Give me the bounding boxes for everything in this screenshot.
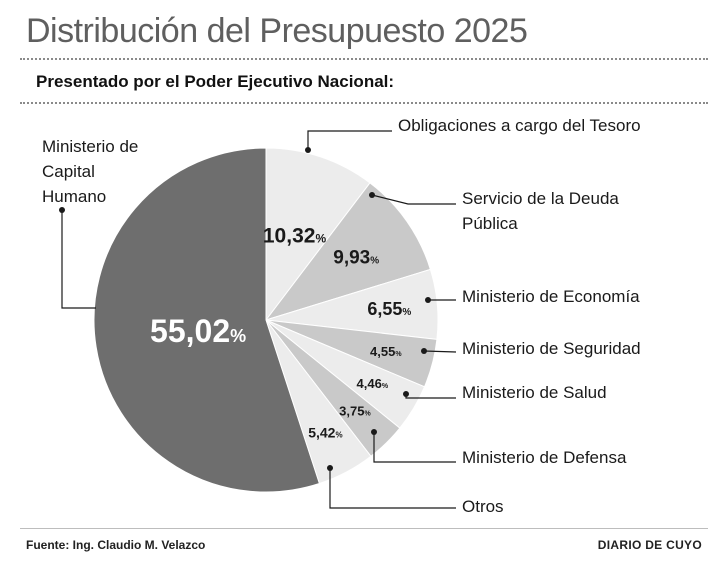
title-divider <box>20 58 708 60</box>
pie-chart: 10,32% 9,93% 6,55% 4,55% 4,46% 3,75% 5,42% 55,0… <box>42 116 641 516</box>
leader-dot-servicio-de-la-deuda-publica <box>369 192 375 198</box>
leader-dot-ministerio-de-defensa <box>371 429 377 435</box>
pie-percent-ministerio-de-economia: 6,55% <box>367 299 411 319</box>
category-label-servicio-de-la-deuda-publica: Servicio de la Deuda Pública <box>462 189 619 233</box>
pie-percent-ministerio-de-capital-humano: 55,02% <box>150 313 246 349</box>
leader-line-servicio-de-la-deuda-publica <box>371 194 456 205</box>
category-label-ministerio-de-capital-humano: Ministerio de Capital Humano <box>42 137 138 206</box>
publisher-brand: DIARIO DE CUYO <box>597 538 702 552</box>
pie-slices <box>93 147 439 493</box>
pie-slice-ministerio-de-capital-humano <box>93 147 320 493</box>
leader-line-otros <box>329 468 456 509</box>
pie-percent-labels: 10,32% 9,93% 6,55% 4,55% 4,46% 3,75% 5,42% 55,0… <box>150 225 411 441</box>
source-credit: Fuente: Ing. Claudio M. Velazco <box>26 538 206 552</box>
footer-divider <box>20 528 708 529</box>
leader-lines <box>59 130 457 509</box>
leader-line-ministerio-de-defensa <box>373 432 456 463</box>
pie-slice-obligaciones-a-cargo-del-tesoro <box>265 147 371 322</box>
leader-dot-obligaciones-a-cargo-del-tesoro <box>305 147 311 153</box>
leader-line-ministerio-de-capital-humano <box>61 210 96 309</box>
leader-dot-ministerio-de-capital-humano <box>59 207 65 213</box>
chart-subtitle: Presentado por el Poder Ejecutivo Nacion… <box>36 72 395 91</box>
leader-dot-ministerio-de-economia <box>425 297 431 303</box>
pie-slice-servicio-de-la-deuda-publica <box>264 182 432 321</box>
category-label-obligaciones-a-cargo-del-tesoro: Obligaciones a cargo del Tesoro <box>398 116 641 135</box>
leader-line-ministerio-de-seguridad <box>423 350 457 353</box>
category-label-ministerio-de-defensa: Ministerio de Defensa <box>462 448 627 467</box>
category-label-otros: Otros <box>462 497 504 516</box>
category-labels: Obligaciones a cargo del Tesoro Servicio … <box>42 116 641 516</box>
pie-percent-servicio-de-la-deuda-publica: 9,93% <box>333 248 379 269</box>
pie-percent-otros: 5,42% <box>308 425 342 441</box>
category-label-ministerio-de-economia: Ministerio de Economía <box>462 287 640 306</box>
pie-percent-obligaciones-a-cargo-del-tesoro: 10,32% <box>263 225 327 248</box>
leader-line-obligaciones-a-cargo-del-tesoro <box>307 130 392 150</box>
pie-percent-ministerio-de-seguridad: 4,55% <box>370 344 402 359</box>
chart-title: Distribución del Presupuesto 2025 <box>26 12 528 50</box>
category-label-ministerio-de-seguridad: Ministerio de Seguridad <box>462 339 641 358</box>
pie-percent-ministerio-de-salud: 4,46% <box>357 376 389 391</box>
leader-dot-ministerio-de-seguridad <box>421 348 427 354</box>
subtitle-divider <box>20 102 708 104</box>
leader-dot-ministerio-de-salud <box>403 391 409 397</box>
leader-dot-otros <box>327 465 333 471</box>
category-label-ministerio-de-salud: Ministerio de Salud <box>462 383 607 402</box>
pie-percent-ministerio-de-defensa: 3,75% <box>339 404 371 419</box>
